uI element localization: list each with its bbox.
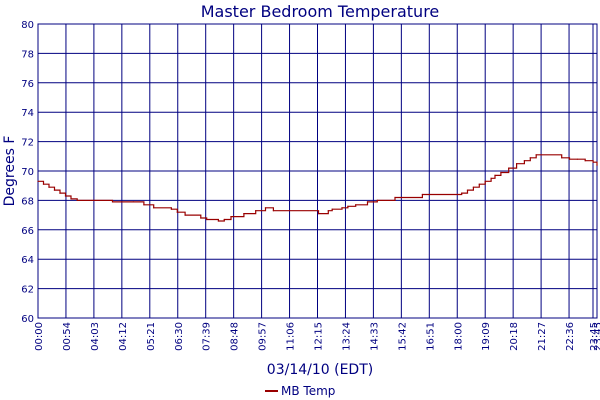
x-tick-label: 00:54 <box>62 322 73 351</box>
data-point <box>64 195 67 197</box>
data-point <box>347 205 349 207</box>
x-tick-label: 23:45 <box>593 322 600 351</box>
x-tick-label: 21:27 <box>537 322 548 351</box>
data-point <box>466 189 469 191</box>
x-tick-label: 11:06 <box>286 322 297 351</box>
data-point <box>76 199 78 201</box>
data-point <box>243 213 245 215</box>
data-point <box>59 192 61 194</box>
series-layer <box>37 154 598 222</box>
data-point <box>176 211 178 213</box>
x-tick-label: 22:36 <box>565 322 576 351</box>
legend: MB Temp <box>265 384 335 398</box>
data-point <box>461 192 463 194</box>
x-tick-label: 20:18 <box>509 322 520 351</box>
data-point <box>568 158 571 160</box>
data-point <box>132 201 134 203</box>
x-tick-label: 15:42 <box>397 322 408 351</box>
data-point <box>529 157 531 159</box>
data-point <box>561 157 563 159</box>
data-point <box>592 161 594 163</box>
data-point <box>394 196 396 199</box>
y-axis-ticks: 60 62 64 66 68 70 72 74 76 78 80 <box>21 20 34 325</box>
data-point <box>200 217 202 219</box>
x-tick-label: 05:21 <box>146 322 157 351</box>
y-tick-label: 80 <box>21 20 34 31</box>
chart-title: Master Bedroom Temperature <box>201 2 440 21</box>
data-point <box>217 220 219 222</box>
x-axis-ticks: 00:00 00:54 04:03 04:12 05:21 06:30 07:39 08:48… <box>34 322 600 351</box>
x-tick-label: 13:24 <box>341 322 352 351</box>
data-point <box>48 186 50 188</box>
y-tick-label: 66 <box>21 226 34 237</box>
data-point <box>111 201 114 203</box>
x-tick-label: 06:30 <box>174 322 185 351</box>
data-point <box>500 171 502 174</box>
data-point <box>184 214 186 216</box>
data-point <box>341 207 343 209</box>
data-point <box>596 164 598 166</box>
data-point <box>508 167 510 169</box>
data-point <box>230 216 232 218</box>
data-point <box>327 210 329 212</box>
y-tick-label: 60 <box>21 314 34 325</box>
data-point <box>272 210 274 212</box>
data-point <box>484 180 486 182</box>
data-point <box>143 204 145 206</box>
y-tick-label: 64 <box>21 255 34 266</box>
data-point <box>355 204 357 206</box>
data-point <box>317 213 320 215</box>
y-tick-label: 72 <box>21 138 34 149</box>
x-tick-label: 18:00 <box>453 322 464 351</box>
legend-label-mb-temp: MB Temp <box>281 384 335 398</box>
data-point <box>53 189 56 191</box>
y-axis-label: Degrees F <box>2 136 18 207</box>
data-point <box>42 183 45 185</box>
data-point <box>472 186 474 188</box>
x-tick-label: 19:09 <box>481 322 492 351</box>
x-tick-label: 07:39 <box>202 322 213 351</box>
data-point <box>37 180 39 182</box>
data-point <box>478 183 480 185</box>
y-tick-label: 74 <box>21 108 34 119</box>
data-point <box>421 193 423 196</box>
data-point <box>584 160 586 162</box>
x-tick-label: 04:03 <box>90 322 101 351</box>
data-point <box>223 218 225 221</box>
y-tick-label: 70 <box>21 167 34 178</box>
data-point <box>70 198 72 200</box>
data-point <box>535 154 537 156</box>
data-point <box>255 210 257 212</box>
data-point <box>170 208 172 210</box>
x-tick-label: 16:51 <box>425 322 436 351</box>
x-tick-label: 00:00 <box>34 322 45 351</box>
x-tick-label: 14:33 <box>369 322 380 351</box>
data-point <box>494 174 496 176</box>
y-tick-label: 76 <box>21 79 34 90</box>
x-tick-label: 12:15 <box>314 322 325 351</box>
plot-area <box>37 23 598 319</box>
y-tick-label: 78 <box>21 49 34 60</box>
x-axis-label: 03/14/10 (EDT) <box>267 362 373 378</box>
data-point <box>516 163 518 165</box>
data-point <box>264 207 267 209</box>
data-point <box>376 199 378 201</box>
data-point <box>366 201 369 203</box>
data-point <box>206 218 208 221</box>
x-tick-label: 04:12 <box>118 322 129 351</box>
data-point <box>523 160 526 162</box>
x-tick-label: 23:45 <box>589 322 600 351</box>
data-point <box>331 208 333 210</box>
x-tick-label: 09:57 <box>258 322 269 351</box>
y-tick-label: 62 <box>21 285 34 296</box>
y-tick-label: 68 <box>21 196 34 207</box>
data-point <box>490 177 492 179</box>
x-tick-label: 08:48 <box>230 322 241 351</box>
data-point <box>576 158 579 160</box>
data-point <box>153 207 155 209</box>
